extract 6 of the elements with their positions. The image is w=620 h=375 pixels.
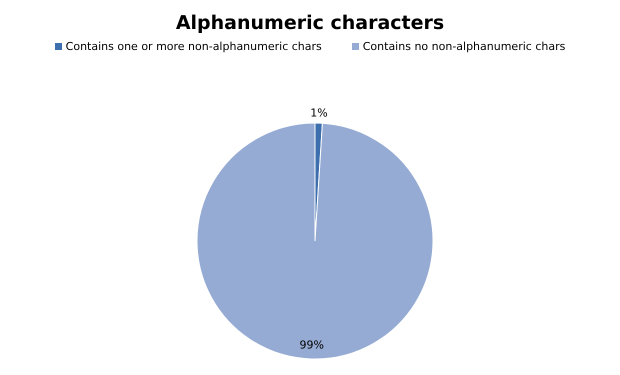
legend-label: Contains one or more non-alphanumeric chars	[64, 40, 322, 53]
data-label: 1%	[310, 106, 328, 120]
pie-slice	[196, 122, 434, 360]
data-label: 99%	[300, 338, 324, 352]
chart-title: Alphanumeric characters	[174, 11, 446, 36]
legend-label: Contains no non-alphanumeric chars	[362, 40, 566, 53]
